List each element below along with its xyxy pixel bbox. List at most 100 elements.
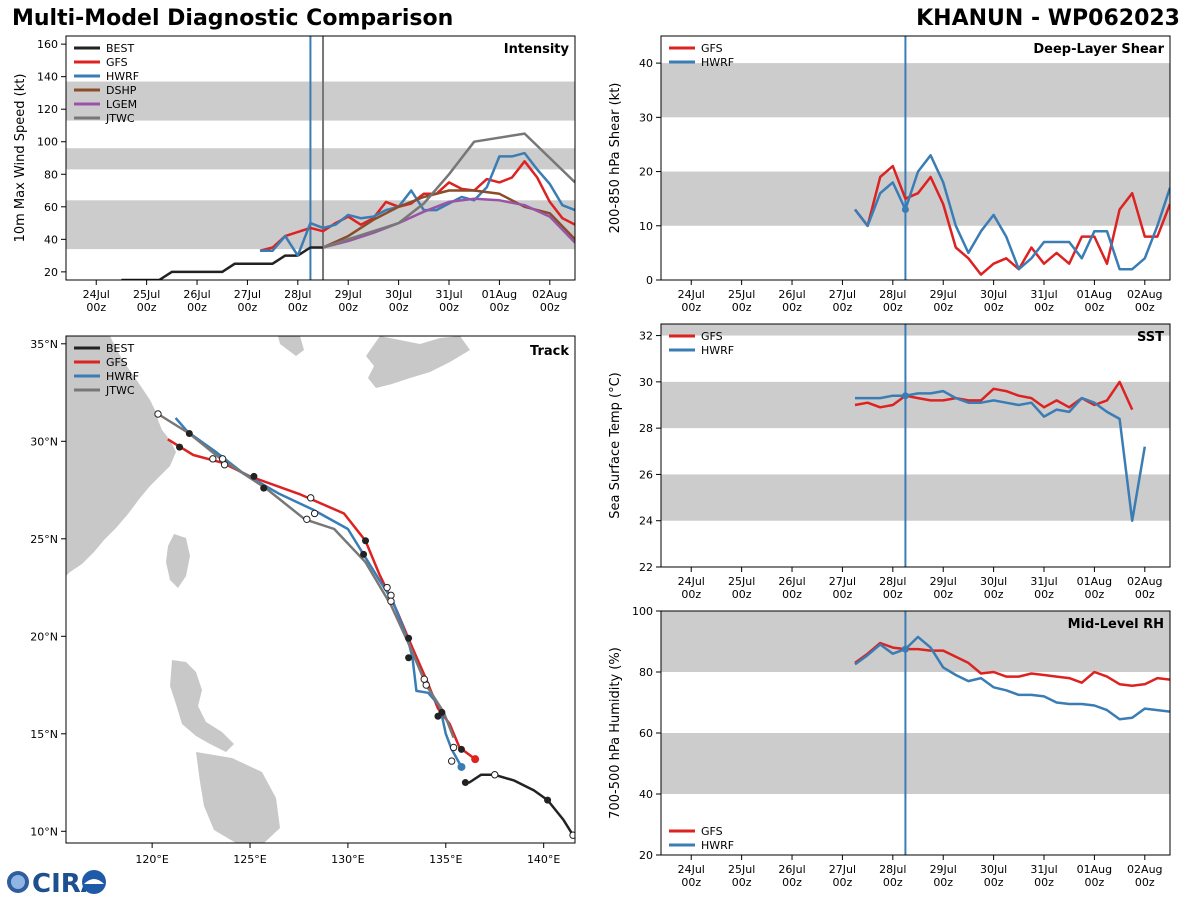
track-marker-end-hwrf bbox=[457, 762, 466, 771]
rh-xtick-hour: 00z bbox=[1034, 876, 1054, 889]
land-china bbox=[66, 336, 176, 576]
track-marker-open bbox=[218, 455, 227, 463]
track-marker-open bbox=[383, 583, 391, 592]
shear-xtick-hour: 00z bbox=[681, 301, 701, 314]
sst-xtick-day: 31Jul bbox=[1030, 575, 1057, 588]
intensity-frame bbox=[65, 35, 576, 281]
intensity-series-lgem bbox=[322, 197, 575, 249]
land-korea bbox=[278, 336, 304, 356]
sst-xtick-day: 24Jul bbox=[678, 575, 705, 588]
intensity-xtick-day: 26Jul bbox=[183, 288, 210, 301]
intensity-xtick-hour: 00z bbox=[137, 301, 157, 314]
legend-label-gfs: GFS bbox=[701, 825, 723, 838]
intensity-xtick-day: 02Aug bbox=[532, 288, 567, 301]
track-plot-area bbox=[154, 410, 575, 839]
track-xtick-label: 120°E bbox=[135, 853, 168, 866]
sst-xtick-day: 01Aug bbox=[1077, 575, 1112, 588]
intensity-xtick-hour: 00z bbox=[187, 301, 207, 314]
track-marker-filled bbox=[544, 796, 552, 804]
track-ytick-label: 15°N bbox=[30, 728, 58, 741]
intensity-ytick-label: 160 bbox=[37, 38, 58, 51]
track-marker-open bbox=[303, 515, 311, 523]
sst-plot-area bbox=[661, 324, 1170, 567]
intensity-ytick-label: 40 bbox=[44, 233, 58, 246]
plot-layer: 2040608010012014016024Jul00z25Jul00z26Ju… bbox=[13, 35, 1171, 889]
track-marker-filled bbox=[405, 654, 413, 662]
intensity-band bbox=[66, 148, 575, 170]
intensity-band bbox=[66, 81, 575, 121]
legend-label-hwrf: HWRF bbox=[701, 839, 734, 852]
rh-xtick-day: 02Aug bbox=[1127, 863, 1162, 876]
shear-band bbox=[661, 63, 1170, 118]
sst-ytick-label: 22 bbox=[639, 561, 653, 574]
shear-xtick-hour: 00z bbox=[833, 301, 853, 314]
shear-ylabel: 200-850 hPa Shear (kt) bbox=[608, 83, 623, 234]
track-marker-open bbox=[491, 771, 499, 779]
shear-plot-area bbox=[661, 36, 1170, 280]
shear-current-point bbox=[901, 206, 909, 214]
sst-xtick-hour: 00z bbox=[1034, 588, 1054, 601]
rh-xtick-hour: 00z bbox=[833, 876, 853, 889]
track-ytick-label: 25°N bbox=[30, 533, 58, 546]
intensity-xtick-day: 28Jul bbox=[284, 288, 311, 301]
track-marker-filled bbox=[250, 472, 258, 480]
sst-frame bbox=[660, 323, 1171, 568]
intensity-ytick-label: 80 bbox=[44, 168, 58, 181]
rh-xtick-hour: 00z bbox=[933, 876, 953, 889]
rh-band bbox=[661, 733, 1170, 794]
shear-ytick-label: 40 bbox=[639, 57, 653, 70]
sst-band bbox=[661, 474, 1170, 521]
track-marker-end-gfs bbox=[471, 755, 480, 764]
sst-xtick-day: 28Jul bbox=[879, 575, 906, 588]
track-marker-filled bbox=[260, 484, 268, 492]
sst-ytick-label: 28 bbox=[639, 422, 653, 435]
rh-title: Mid-Level RH bbox=[1068, 617, 1164, 632]
land-taiwan bbox=[166, 534, 190, 588]
shear-xtick-day: 27Jul bbox=[829, 288, 856, 301]
intensity-plot-area bbox=[66, 36, 575, 280]
rh-xtick-hour: 00z bbox=[1085, 876, 1105, 889]
sst-xtick-hour: 00z bbox=[984, 588, 1004, 601]
track-series-jtwc bbox=[157, 412, 455, 739]
land-luzon bbox=[170, 660, 234, 752]
legend-label-lgem: LGEM bbox=[106, 98, 137, 111]
sst-band bbox=[661, 381, 1170, 429]
track-ytick-label: 20°N bbox=[30, 630, 58, 643]
intensity-xtick-hour: 00z bbox=[338, 301, 358, 314]
legend-label-hwrf: HWRF bbox=[701, 56, 734, 69]
sst-ytick-label: 24 bbox=[639, 515, 653, 528]
sst-ylabel: Sea Surface Temp (°C) bbox=[608, 372, 623, 519]
sst-xtick-day: 02Aug bbox=[1127, 575, 1162, 588]
shear-xtick-day: 01Aug bbox=[1077, 288, 1112, 301]
track-marker-open bbox=[569, 831, 575, 839]
intensity-ytick-label: 100 bbox=[37, 136, 58, 149]
rh-xtick-hour: 00z bbox=[782, 876, 802, 889]
intensity-series-gfs bbox=[259, 160, 575, 252]
rh-xtick-day: 27Jul bbox=[829, 863, 856, 876]
intensity-ytick-label: 60 bbox=[44, 201, 58, 214]
shear-xtick-day: 29Jul bbox=[930, 288, 957, 301]
shear-xtick-day: 30Jul bbox=[980, 288, 1007, 301]
rh-ylabel: 700-500 hPa Humidity (%) bbox=[608, 647, 623, 819]
shear-series-gfs bbox=[854, 164, 1170, 276]
track-title: Track bbox=[530, 344, 569, 359]
track-marker-open bbox=[447, 757, 456, 765]
intensity-xtick-day: 29Jul bbox=[335, 288, 362, 301]
intensity-xtick-hour: 00z bbox=[238, 301, 258, 314]
sst-xtick-hour: 00z bbox=[1085, 588, 1105, 601]
track-marker-filled bbox=[362, 537, 370, 545]
intensity-xtick-day: 31Jul bbox=[435, 288, 462, 301]
legend-label-best: BEST bbox=[106, 342, 134, 355]
track-marker-filled bbox=[461, 779, 469, 787]
sst-xtick-day: 25Jul bbox=[728, 575, 755, 588]
sst-current-point bbox=[901, 392, 909, 400]
sst-xtick-hour: 00z bbox=[782, 588, 802, 601]
intensity-band bbox=[66, 200, 575, 250]
sst-title: SST bbox=[1137, 330, 1164, 345]
land-japan bbox=[366, 336, 470, 388]
track-marker-open bbox=[154, 410, 162, 418]
sst-xtick-day: 29Jul bbox=[930, 575, 957, 588]
intensity-series-best bbox=[121, 246, 323, 280]
sst-ytick-label: 26 bbox=[639, 468, 653, 481]
track-ytick-label: 35°N bbox=[30, 338, 58, 351]
